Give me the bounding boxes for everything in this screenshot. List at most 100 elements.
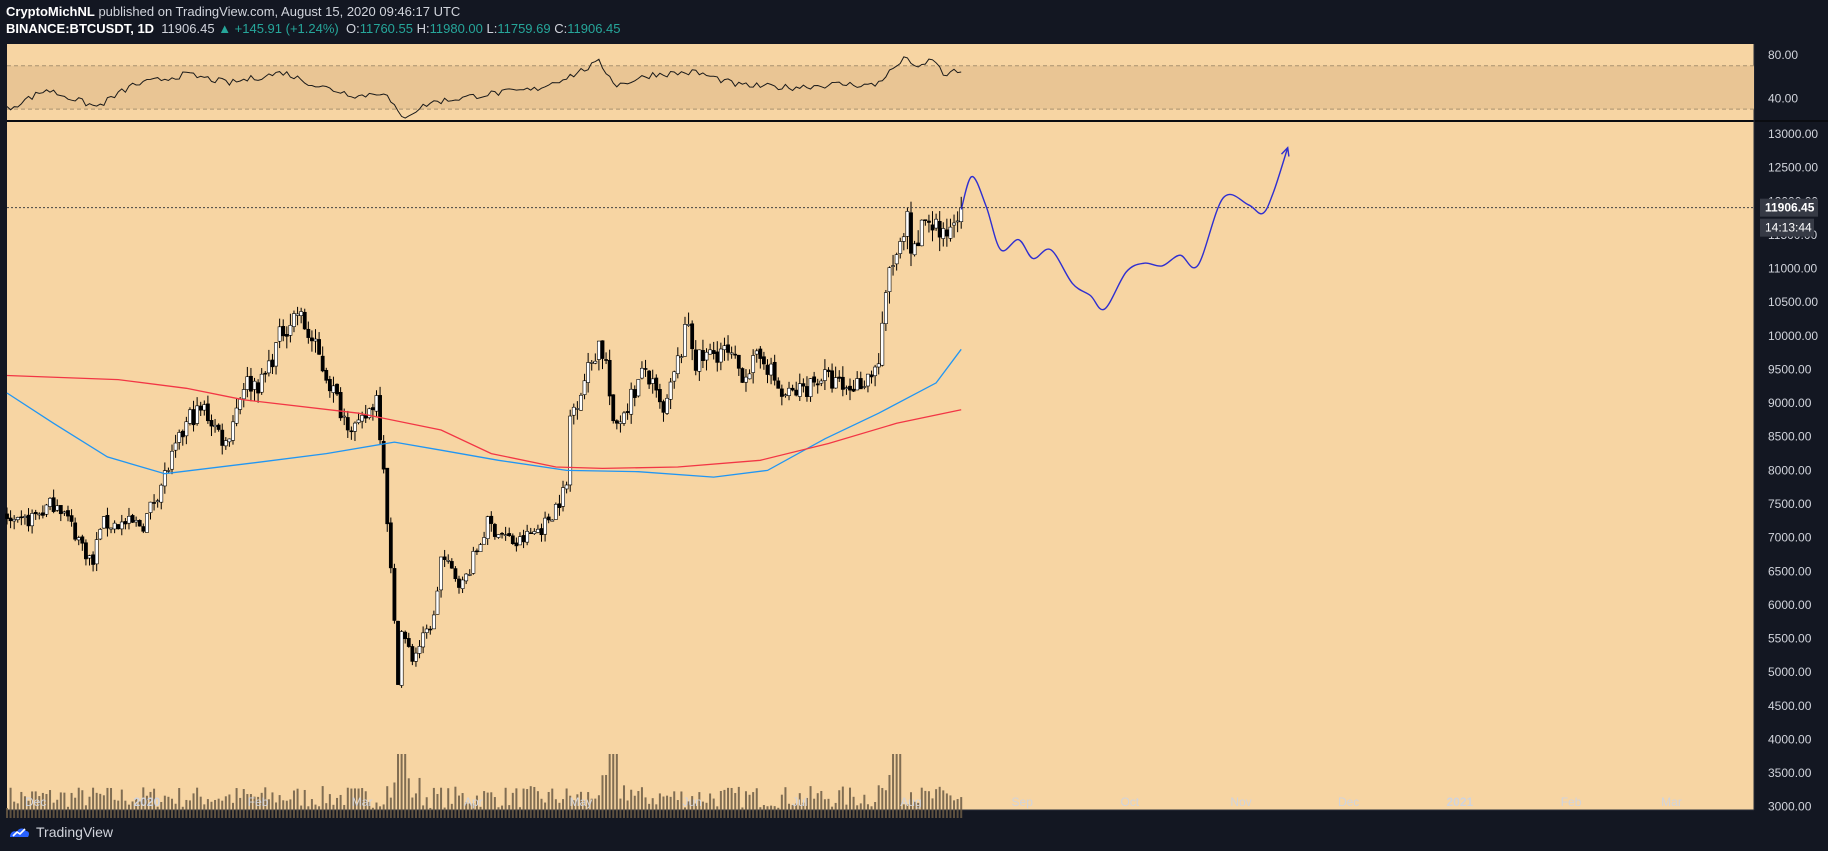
volume-bar <box>404 754 407 818</box>
candle-body <box>833 377 838 389</box>
volume-bar <box>701 801 704 818</box>
candle <box>880 311 885 367</box>
volume-bar <box>475 795 478 818</box>
candle <box>191 400 196 432</box>
volume-bar <box>623 785 626 818</box>
candle <box>622 411 626 426</box>
candle-body <box>213 424 217 428</box>
candle-body <box>944 229 949 237</box>
volume-bar <box>899 754 902 818</box>
candle <box>51 489 56 514</box>
candle <box>299 307 304 324</box>
candle-body <box>428 628 433 631</box>
candle <box>173 434 178 458</box>
candle <box>12 515 17 530</box>
volume-bar <box>20 791 23 818</box>
candle-body <box>109 527 113 530</box>
volume-bar <box>615 754 618 818</box>
volume-bar <box>648 803 651 818</box>
candle-body <box>266 360 271 374</box>
candle-body <box>693 349 698 371</box>
volume-bar <box>447 788 450 818</box>
volume-bar <box>759 807 762 818</box>
candle-body <box>683 324 687 357</box>
volume-bar <box>486 792 489 818</box>
candle-body <box>618 421 623 424</box>
candle <box>241 383 246 408</box>
brand[interactable]: TradingView <box>8 824 113 840</box>
volume-bar <box>737 786 740 818</box>
candle <box>195 397 200 426</box>
volume-bar <box>576 794 579 818</box>
candle-body <box>66 510 70 517</box>
candle-body <box>220 429 225 446</box>
volume-bar <box>870 806 873 818</box>
candle <box>453 566 458 582</box>
rsi-tick-label: 40.00 <box>1768 91 1798 105</box>
volume-bar <box>497 807 500 818</box>
volume-bar <box>400 754 403 818</box>
candle-body <box>919 219 924 247</box>
candle <box>937 211 942 252</box>
candle <box>363 404 368 423</box>
candle <box>76 535 81 546</box>
volume-bar <box>755 788 758 818</box>
candle-body <box>87 555 92 559</box>
author-name[interactable]: CryptoMichNL <box>6 4 95 19</box>
rsi-band <box>7 65 1754 110</box>
candle-body <box>528 532 533 534</box>
volume-bar <box>640 787 643 818</box>
volume-bar <box>257 796 260 818</box>
candle <box>40 505 45 519</box>
candle <box>141 523 146 534</box>
volume-bar <box>633 795 636 818</box>
candle <box>127 507 131 530</box>
candle <box>593 353 598 365</box>
candle <box>927 214 931 233</box>
candle <box>690 320 695 361</box>
volume-bar <box>325 803 328 818</box>
candle-body <box>711 350 716 354</box>
candle <box>894 252 899 271</box>
candle-body <box>876 363 881 368</box>
candle-body <box>568 415 573 486</box>
volume-bar <box>927 791 930 818</box>
candle <box>779 384 784 406</box>
volume-bar <box>597 795 600 818</box>
volume-bar <box>120 789 123 818</box>
volume-bar <box>353 788 356 818</box>
candle <box>188 407 192 426</box>
volume-bar <box>192 793 195 818</box>
candle-body <box>327 379 332 392</box>
candle <box>234 398 239 427</box>
candle-body <box>765 364 770 375</box>
candle <box>704 348 709 371</box>
candle <box>733 345 738 359</box>
candle-body <box>815 383 820 386</box>
volume-bar <box>960 797 963 818</box>
volume-bar <box>167 796 170 818</box>
candle-body <box>453 568 458 580</box>
volume-bar <box>124 800 127 818</box>
volume-bar <box>77 787 80 818</box>
candle-body <box>575 408 580 410</box>
candle-body <box>381 440 386 470</box>
candle <box>769 357 773 385</box>
candle <box>657 383 662 409</box>
volume-bar <box>529 786 532 818</box>
candle <box>105 507 110 537</box>
candle <box>507 527 512 537</box>
candle-body <box>406 638 411 647</box>
candle-body <box>546 516 551 521</box>
volume-bar <box>163 795 166 818</box>
volume-bar <box>278 795 281 818</box>
candle <box>270 353 275 375</box>
candle <box>883 289 888 331</box>
volume-bar <box>483 791 486 818</box>
candle <box>252 377 257 401</box>
candle-body <box>891 265 895 267</box>
candle <box>15 516 20 523</box>
candle <box>632 385 637 407</box>
candle-body <box>48 497 52 507</box>
